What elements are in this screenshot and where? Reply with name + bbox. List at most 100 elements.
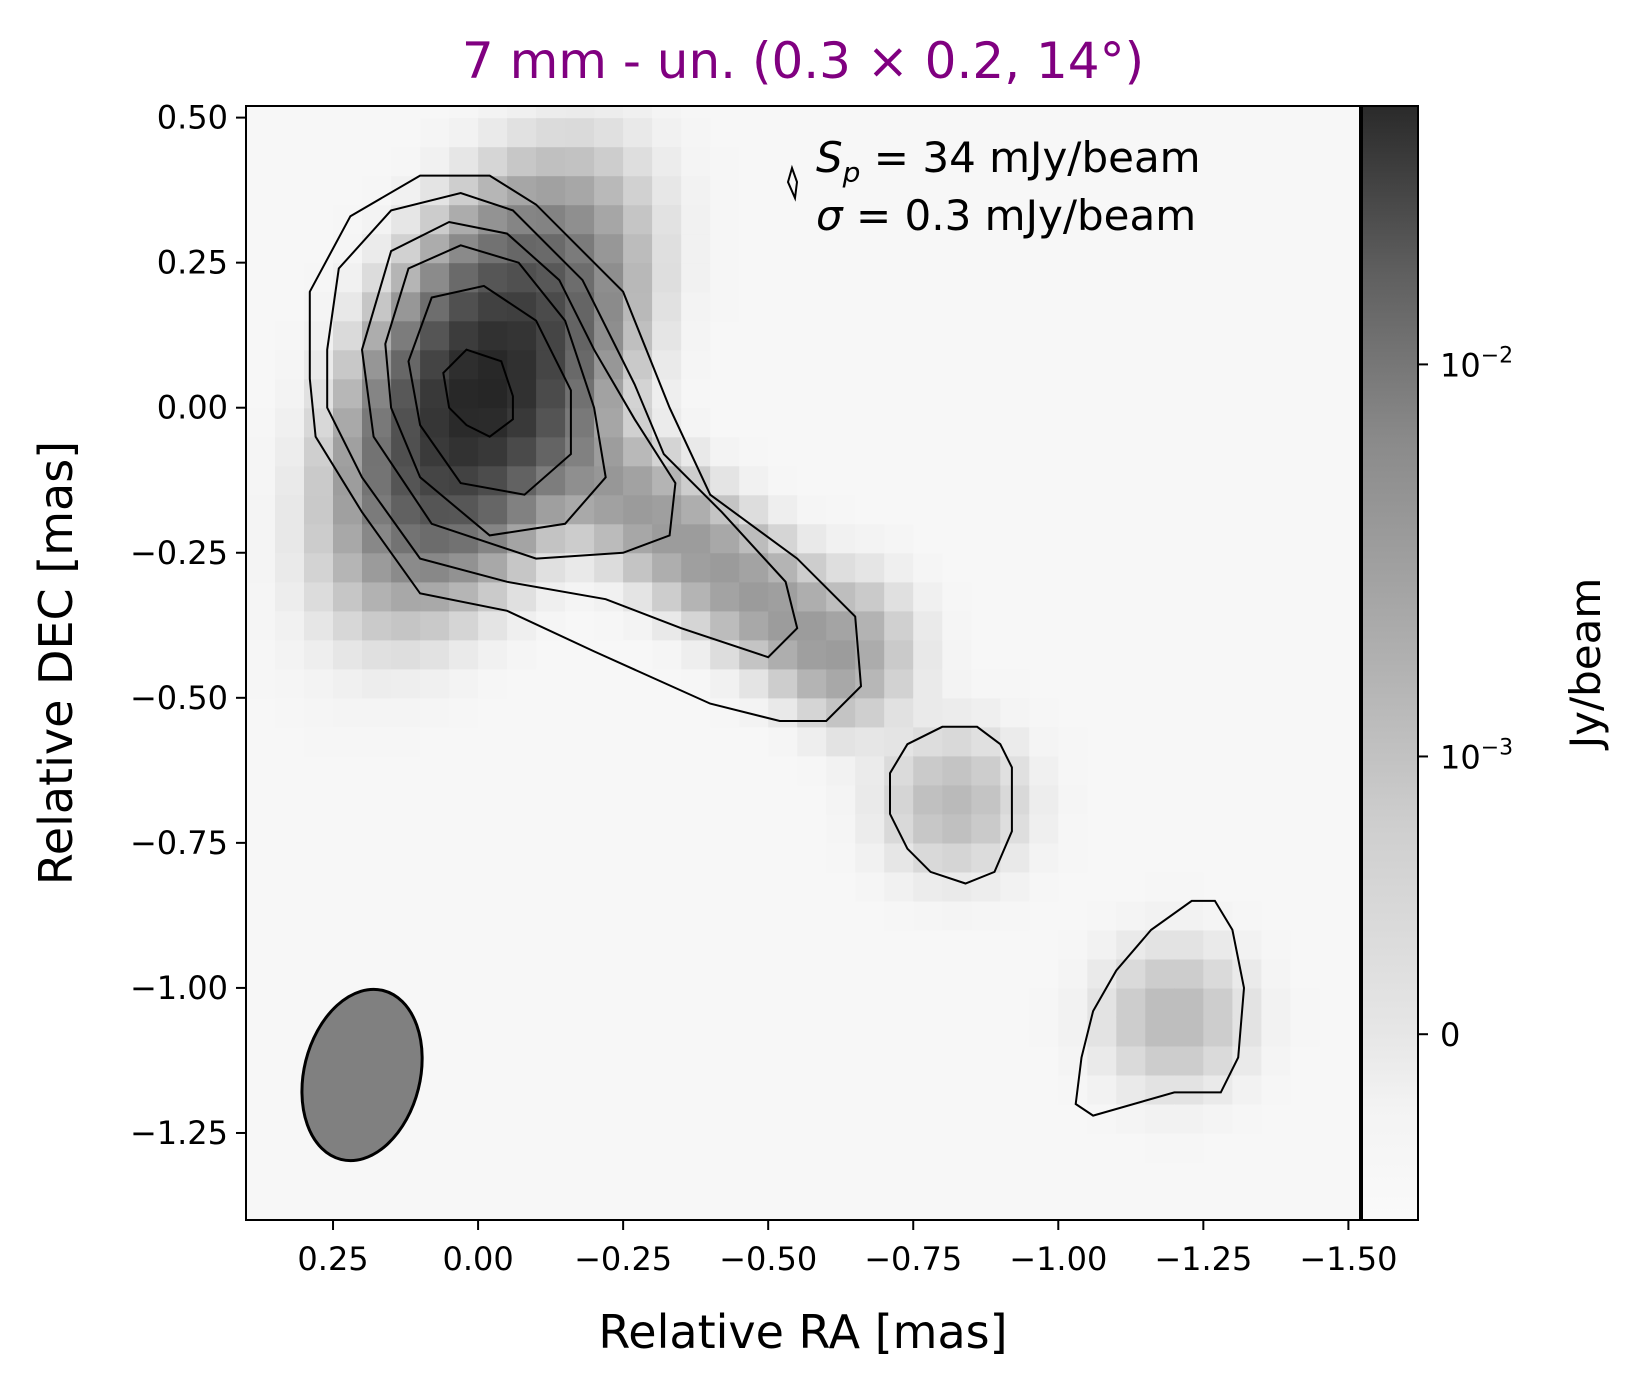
intensity-pixel [1232, 465, 1262, 496]
intensity-pixel [1058, 581, 1088, 612]
intensity-pixel [1261, 407, 1291, 438]
intensity-pixel [391, 291, 421, 322]
intensity-pixel [246, 117, 276, 148]
intensity-pixel [594, 813, 624, 844]
intensity-pixel [507, 1104, 537, 1134]
intensity-pixel [681, 726, 711, 757]
intensity-pixel [913, 1045, 943, 1076]
intensity-pixel [420, 320, 450, 351]
intensity-pixel [246, 581, 276, 612]
intensity-pixel [246, 987, 276, 1018]
intensity-pixel [797, 146, 827, 177]
intensity-pixel [884, 668, 914, 699]
intensity-pixel [536, 668, 566, 699]
noise-value: = 0.3 mJy/beam [843, 191, 1197, 240]
intensity-pixel [913, 436, 943, 467]
intensity-pixel [449, 465, 479, 496]
intensity-pixel [1116, 987, 1146, 1018]
intensity-pixel [797, 106, 827, 119]
intensity-pixel [1116, 106, 1146, 119]
intensity-pixel [855, 610, 885, 641]
intensity-pixel [710, 929, 740, 960]
contour-line [407, 284, 572, 496]
intensity-pixel [565, 1133, 595, 1163]
intensity-pixel [652, 813, 682, 844]
intensity-pixel [855, 320, 885, 351]
intensity-pixel [739, 106, 769, 119]
intensity-pixel [797, 175, 827, 206]
intensity-pixel [855, 523, 885, 554]
intensity-pixel [275, 117, 305, 148]
intensity-pixel [507, 668, 537, 699]
intensity-pixel [478, 436, 508, 467]
intensity-pixel [1261, 697, 1291, 728]
intensity-pixel [594, 726, 624, 757]
intensity-pixel [1029, 291, 1059, 322]
intensity-pixel [739, 1133, 769, 1163]
intensity-pixel [565, 1162, 595, 1192]
intensity-pixel [594, 639, 624, 670]
intensity-pixel [797, 900, 827, 931]
intensity-pixel [768, 929, 798, 960]
intensity-pixel [913, 1191, 943, 1220]
intensity-pixel [681, 813, 711, 844]
intensity-pixel [1029, 407, 1059, 438]
intensity-pixel [449, 146, 479, 177]
intensity-pixel [681, 320, 711, 351]
intensity-pixel [1087, 784, 1117, 815]
intensity-pixel [362, 639, 392, 670]
intensity-pixel [913, 697, 943, 728]
intensity-pixel [362, 958, 392, 989]
intensity-pixel [1203, 523, 1233, 554]
intensity-pixel [710, 1191, 740, 1220]
intensity-pixel [333, 291, 363, 322]
intensity-pixel [1261, 1016, 1291, 1047]
intensity-pixel [478, 1104, 508, 1134]
intensity-pixel [913, 175, 943, 206]
intensity-pixel [884, 958, 914, 989]
intensity-pixel [1203, 349, 1233, 380]
intensity-pixel [768, 494, 798, 525]
intensity-pixel [565, 407, 595, 438]
intensity-pixel [1000, 146, 1030, 177]
intensity-pixel [1058, 106, 1088, 119]
intensity-pixel [1290, 1162, 1320, 1192]
intensity-pixel [971, 1104, 1001, 1134]
x-tick-label: 0.25 [297, 1240, 368, 1278]
intensity-pixel [1348, 871, 1360, 902]
intensity-pixel [1348, 552, 1360, 583]
intensity-pixel [971, 106, 1001, 119]
intensity-pixel [449, 1074, 479, 1105]
intensity-pixel [652, 987, 682, 1018]
intensity-pixel [1203, 987, 1233, 1018]
intensity-pixel [507, 494, 537, 525]
intensity-pixel [449, 291, 479, 322]
intensity-pixel [449, 871, 479, 902]
intensity-pixel [333, 494, 363, 525]
intensity-pixel [1087, 1191, 1117, 1220]
intensity-pixel [1319, 1016, 1349, 1047]
intensity-pixel [884, 610, 914, 641]
intensity-pixel [594, 1104, 624, 1134]
intensity-pixel [333, 523, 363, 554]
intensity-pixel [1319, 494, 1349, 525]
intensity-pixel [449, 1191, 479, 1220]
intensity-pixel [681, 523, 711, 554]
intensity-pixel [1087, 610, 1117, 641]
intensity-pixel [884, 117, 914, 148]
intensity-pixel [913, 407, 943, 438]
intensity-pixel [942, 262, 972, 293]
intensity-pixel [884, 1074, 914, 1105]
intensity-pixel [768, 233, 798, 264]
intensity-pixel [797, 726, 827, 757]
intensity-pixel [681, 349, 711, 380]
intensity-pixel [1000, 929, 1030, 960]
intensity-pixel [739, 436, 769, 467]
intensity-pixel [1029, 755, 1059, 786]
intensity-pixel [246, 1045, 276, 1076]
intensity-pixel [1058, 958, 1088, 989]
colorbar-label: Jy/beam [1561, 578, 1610, 752]
intensity-pixel [855, 175, 885, 206]
intensity-pixel [971, 523, 1001, 554]
intensity-pixel [304, 552, 334, 583]
